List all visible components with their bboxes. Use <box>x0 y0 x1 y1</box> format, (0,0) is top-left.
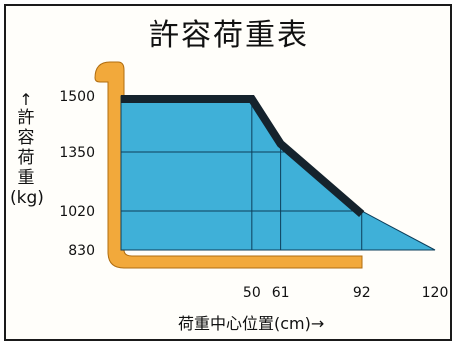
x-axis-label: 荷重中心位置(cm)→ <box>178 314 325 333</box>
y-tick-label: 1350 <box>59 145 95 161</box>
y-tick-labels: 830 1020 1350 1500 <box>59 89 95 259</box>
y-tick-label: 830 <box>68 243 95 259</box>
y-axis-label-char: 荷 <box>17 148 35 168</box>
x-tick-label: 61 <box>272 285 290 301</box>
y-axis-label-char: (kg) <box>10 188 44 208</box>
y-axis-label-char: 重 <box>17 168 35 188</box>
load-area <box>120 95 436 251</box>
y-axis-label-text: 許容荷重 (kg) <box>10 108 44 208</box>
y-axis-label-char: 許 <box>17 108 35 128</box>
y-tick-label: 1020 <box>59 204 95 220</box>
x-tick-label: 120 <box>422 285 449 301</box>
grid-lines <box>121 96 435 251</box>
y-axis-label: ↑ 許容荷重 (kg) <box>10 90 44 209</box>
y-tick-label: 1500 <box>59 89 95 105</box>
y-axis-label-char: 容 <box>17 128 35 148</box>
x-tick-label: 92 <box>353 285 371 301</box>
y-axis-arrow-icon: ↑ <box>19 90 33 109</box>
chart-title: 許容荷重表 <box>149 18 309 53</box>
x-tick-labels: 50 61 92 120 <box>243 285 448 301</box>
x-tick-label: 50 <box>243 285 261 301</box>
load-boundary-line <box>121 95 365 218</box>
